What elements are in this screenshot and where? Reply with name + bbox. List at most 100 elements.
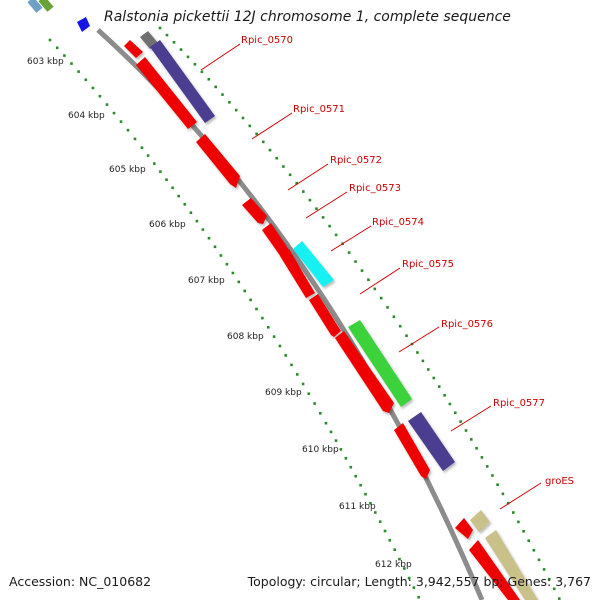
gene-rpic-0576-rev (335, 331, 394, 413)
scale-outer-dot (527, 539, 530, 542)
label-rpic-0577: Rpic_0577 (493, 398, 545, 409)
gene-partial-blue-arrow (77, 17, 90, 32)
scale-outer-dot (432, 376, 436, 380)
leader-rpic-0573 (305, 191, 348, 219)
gene-red-3 (280, 249, 315, 298)
scale-outer-dot (367, 278, 370, 281)
scale-outer-dot (480, 456, 484, 459)
scale-outer-dot (558, 597, 561, 600)
gene-rpic-0574 (293, 241, 334, 287)
label-rpic-0570: Rpic_0570 (241, 35, 293, 46)
scale-inner-dot (171, 186, 174, 190)
scale-outer-dot (373, 287, 377, 291)
scale-outer-dot (379, 296, 383, 300)
scale-outer-dot (512, 511, 515, 514)
scale-inner-dot (133, 137, 137, 141)
scale-outer-dot (360, 269, 364, 272)
tick-label-605: 605 kbp (109, 165, 146, 175)
label-rpic-0574: Rpic_0574 (372, 217, 424, 228)
scale-inner-dot (55, 46, 59, 50)
scale-inner-dot (98, 94, 102, 98)
leader-groes (499, 482, 542, 510)
leader-rpic-0574 (330, 225, 372, 252)
scale-outer-dot (398, 324, 402, 328)
scale-outer-dot (302, 190, 305, 193)
map-title: Ralstonia pickettii 12J chromosome 1, co… (104, 9, 511, 25)
scale-inner-dot (339, 448, 343, 451)
scale-outer-dot (405, 334, 408, 337)
scale-outer-dot (228, 101, 231, 104)
leader-rpic-0577 (450, 405, 492, 432)
gene-red-1 (124, 40, 143, 58)
gene-red-bottom (469, 540, 520, 600)
scale-inner-dot (407, 576, 411, 580)
tick-label-603: 603 kbp (27, 57, 64, 67)
chromosome-backbone (96, 28, 485, 600)
scale-inner-dot (183, 203, 187, 206)
scale-outer-dot (347, 251, 351, 254)
scale-outer-dot (392, 315, 396, 319)
scale-inner-dot (207, 236, 211, 240)
scale-inner-dot (354, 474, 357, 478)
tick-label-608: 608 kbp (227, 332, 264, 342)
scale-outer-dot (288, 173, 292, 177)
tick-label-611: 611 kbp (339, 502, 376, 512)
leader-rpic-0570 (200, 43, 241, 71)
scale-outer-dot (207, 78, 211, 81)
scale-outer-dot (354, 260, 357, 263)
label-rpic-0571: Rpic_0571 (293, 104, 345, 115)
gene-red-2 (262, 223, 289, 257)
scale-outer-dot (552, 587, 556, 591)
scale-inner-dot (219, 254, 223, 257)
gene-red-groes (455, 518, 473, 539)
gene-labels: Rpic_0570 Rpic_0571 Rpic_0572 Rpic_0573 … (241, 35, 574, 487)
scale-inner-dot (364, 492, 367, 496)
tick-label-606: 606 kbp (149, 220, 186, 230)
scale-inner-dot (403, 567, 406, 570)
scale-inner-dot (393, 548, 396, 551)
scale-inner-dot (140, 146, 144, 149)
scale-outer-dot (443, 394, 446, 397)
leader-rpic-0571 (251, 112, 293, 140)
scale-outer-dot (427, 368, 430, 371)
scale-inner-dot (112, 111, 116, 115)
scale-inner-dot (369, 502, 372, 505)
scale-inner-dot (105, 103, 109, 106)
scale-outer-dot (315, 207, 318, 210)
scale-inner-dot (319, 412, 322, 415)
scale-inner-dot (383, 529, 387, 533)
scale-inner-dot (272, 335, 276, 338)
scale-outer-dot (186, 55, 190, 59)
gene-rpic-0573 (242, 198, 267, 224)
scale-outer-dot (234, 108, 238, 112)
gene-red-4 (309, 294, 341, 337)
scale-inner-dot (307, 392, 311, 395)
scale-outer-dot (506, 501, 510, 505)
scale-inner-dot (213, 245, 217, 249)
scale-inner-dot (417, 595, 420, 599)
leader-rpic-0576 (398, 326, 440, 353)
scale-outer-dot (537, 558, 541, 562)
scale-inner-dot (284, 354, 287, 357)
scale-outer-dot (496, 483, 499, 486)
scale-inner-dot (398, 557, 401, 561)
scale-inner-dot (91, 86, 95, 90)
gene-rpic-0577-rev (394, 423, 430, 479)
scale-outer-dot (262, 140, 265, 144)
scale-outer-dot (421, 359, 425, 363)
scale-outer-dot (241, 116, 245, 120)
gene-partial-blue (27, 0, 43, 13)
scale-outer-dot (295, 181, 298, 185)
tick-label-607: 607 kbp (188, 276, 225, 286)
scale-outer-dot (454, 411, 457, 415)
gene-rpic-0576 (348, 320, 412, 407)
tick-label-612: 612 kbp (375, 560, 412, 570)
scale-outer-dot (172, 41, 176, 44)
scale-inner-dot (225, 262, 229, 266)
scale-outer-dot (321, 216, 325, 219)
scale-inner-dot (237, 280, 241, 284)
scale-inner-dot (255, 307, 258, 311)
scale-outer-dot (268, 148, 272, 152)
label-groes: groES (545, 476, 574, 487)
